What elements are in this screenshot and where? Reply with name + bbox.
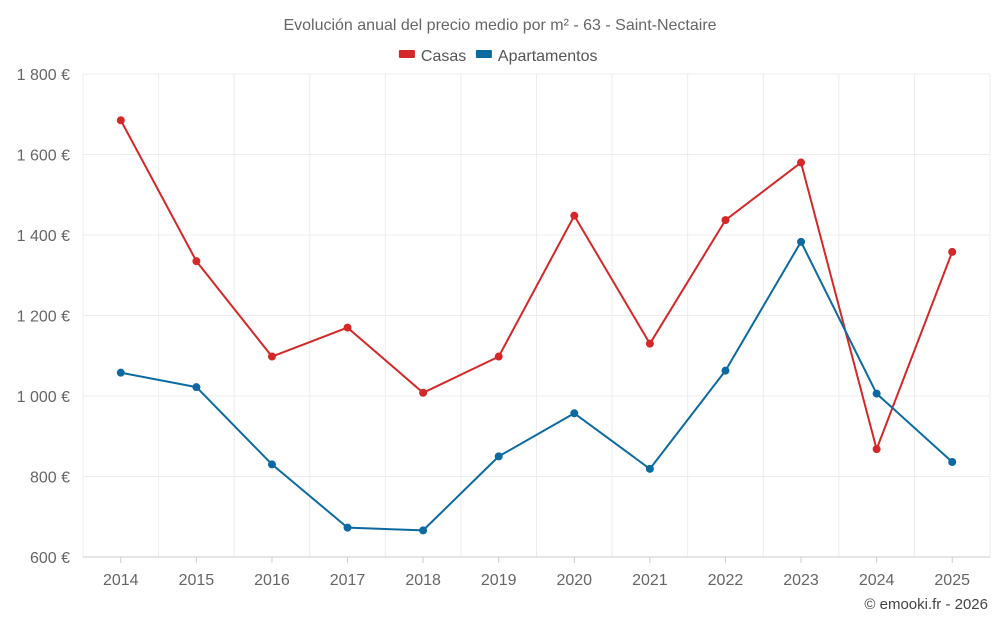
data-point-casas[interactable] [419, 388, 428, 397]
y-tick-label: 1 800 € [17, 67, 70, 84]
data-point-apartamentos[interactable] [192, 383, 201, 392]
y-tick-label: 1 000 € [17, 389, 70, 406]
legend-item-apartamentos[interactable]: Apartamentos [475, 48, 598, 65]
grid-lines [82, 73, 991, 558]
data-point-apartamentos[interactable] [419, 526, 428, 535]
data-point-apartamentos[interactable] [494, 452, 503, 461]
x-tick-label: 2019 [481, 572, 517, 589]
data-point-apartamentos[interactable] [872, 389, 881, 398]
data-point-apartamentos[interactable] [343, 523, 352, 532]
y-tick-label: 1 200 € [17, 309, 70, 326]
credit-text: © emooki.fr - 2026 [864, 596, 988, 613]
data-point-casas[interactable] [645, 339, 654, 348]
x-tick-label: 2016 [254, 572, 290, 589]
legend-label-apartamentos: Apartamentos [498, 48, 598, 65]
x-tick-label: 2018 [405, 572, 441, 589]
legend-label-casas: Casas [421, 48, 466, 65]
data-point-apartamentos[interactable] [797, 237, 806, 246]
series-group [116, 116, 957, 535]
data-point-casas[interactable] [267, 352, 276, 361]
x-tick-label: 2017 [330, 572, 366, 589]
x-tick-label: 2022 [708, 572, 744, 589]
data-point-apartamentos[interactable] [116, 368, 125, 377]
data-point-apartamentos[interactable] [570, 409, 579, 418]
legend: Casas Apartamentos [398, 48, 598, 65]
x-tick-label: 2025 [934, 572, 970, 589]
y-tick-label: 1 400 € [17, 228, 70, 245]
data-point-casas[interactable] [494, 352, 503, 361]
data-point-casas[interactable] [872, 445, 881, 454]
x-tick-label: 2014 [103, 572, 139, 589]
x-tick-label: 2024 [859, 572, 895, 589]
data-point-casas[interactable] [116, 116, 125, 125]
data-point-casas[interactable] [192, 257, 201, 266]
legend-item-casas[interactable]: Casas [398, 48, 466, 65]
data-point-apartamentos[interactable] [721, 366, 730, 375]
x-tick-label: 2021 [632, 572, 668, 589]
x-axis-ticks: 2014 2015 2016 2017 2018 2019 2020 2021 2022 2023… [103, 557, 970, 589]
chart-title: Evolución anual del precio medio por m² … [283, 17, 716, 34]
data-point-casas[interactable] [343, 323, 352, 332]
data-point-apartamentos[interactable] [948, 458, 957, 467]
data-point-apartamentos[interactable] [645, 464, 654, 473]
y-tick-label: 800 € [30, 470, 70, 487]
series-line-casas [119, 119, 954, 451]
x-tick-label: 2015 [179, 572, 215, 589]
legend-swatch-apartamentos [475, 50, 492, 58]
series-line-apartamentos [120, 240, 953, 532]
y-tick-label: 1 600 € [17, 148, 70, 165]
x-tick-label: 2020 [556, 572, 592, 589]
y-axis-ticks: 600 € 800 € 1 000 € 1 200 € 1 400 € 1 600 € 1 … [17, 67, 70, 567]
data-point-casas[interactable] [570, 211, 579, 220]
data-point-casas[interactable] [948, 247, 957, 256]
data-point-casas[interactable] [797, 158, 806, 167]
y-tick-label: 600 € [30, 550, 70, 567]
data-point-apartamentos[interactable] [267, 460, 276, 469]
data-point-casas[interactable] [721, 216, 730, 225]
legend-swatch-casas [398, 50, 415, 58]
x-tick-label: 2023 [783, 572, 819, 589]
